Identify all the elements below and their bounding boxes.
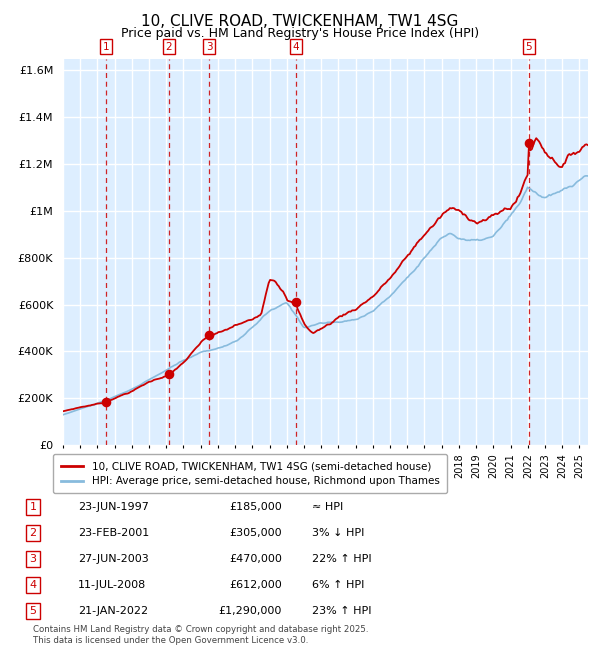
Text: 1: 1 xyxy=(29,502,37,512)
Text: £1,290,000: £1,290,000 xyxy=(218,606,282,616)
Text: 4: 4 xyxy=(293,42,299,51)
Text: Price paid vs. HM Land Registry's House Price Index (HPI): Price paid vs. HM Land Registry's House … xyxy=(121,27,479,40)
Text: 10, CLIVE ROAD, TWICKENHAM, TW1 4SG: 10, CLIVE ROAD, TWICKENHAM, TW1 4SG xyxy=(142,14,458,29)
Text: ≈ HPI: ≈ HPI xyxy=(312,502,343,512)
Text: 5: 5 xyxy=(29,606,37,616)
Text: £612,000: £612,000 xyxy=(229,580,282,590)
Text: £185,000: £185,000 xyxy=(229,502,282,512)
Point xyxy=(524,138,533,148)
Text: 6% ↑ HPI: 6% ↑ HPI xyxy=(312,580,364,590)
Point xyxy=(164,369,173,379)
Text: 27-JUN-2003: 27-JUN-2003 xyxy=(78,554,149,564)
Text: 2: 2 xyxy=(166,42,172,51)
Legend: 10, CLIVE ROAD, TWICKENHAM, TW1 4SG (semi-detached house), HPI: Average price, s: 10, CLIVE ROAD, TWICKENHAM, TW1 4SG (sem… xyxy=(53,454,447,493)
Text: 2: 2 xyxy=(29,528,37,538)
Point xyxy=(101,396,110,407)
Text: 23-FEB-2001: 23-FEB-2001 xyxy=(78,528,149,538)
Text: 23% ↑ HPI: 23% ↑ HPI xyxy=(312,606,371,616)
Text: £470,000: £470,000 xyxy=(229,554,282,564)
Text: 4: 4 xyxy=(29,580,37,590)
Text: 22% ↑ HPI: 22% ↑ HPI xyxy=(312,554,371,564)
Text: 3: 3 xyxy=(29,554,37,564)
Text: 3: 3 xyxy=(206,42,212,51)
Text: 21-JAN-2022: 21-JAN-2022 xyxy=(78,606,148,616)
Text: Contains HM Land Registry data © Crown copyright and database right 2025.
This d: Contains HM Land Registry data © Crown c… xyxy=(33,625,368,645)
Point xyxy=(291,296,301,307)
Text: 5: 5 xyxy=(526,42,532,51)
Point xyxy=(205,330,214,341)
Text: £305,000: £305,000 xyxy=(229,528,282,538)
Text: 3% ↓ HPI: 3% ↓ HPI xyxy=(312,528,364,538)
Text: 1: 1 xyxy=(103,42,109,51)
Text: 23-JUN-1997: 23-JUN-1997 xyxy=(78,502,149,512)
Text: 11-JUL-2008: 11-JUL-2008 xyxy=(78,580,146,590)
